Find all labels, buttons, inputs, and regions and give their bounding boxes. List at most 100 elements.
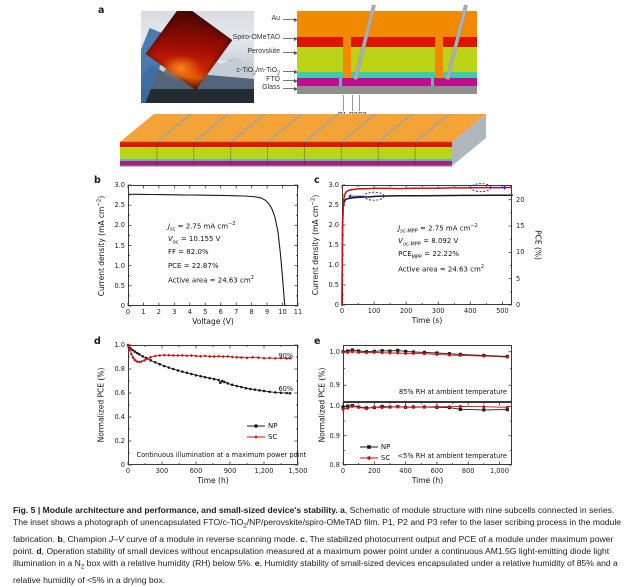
data-marker [447,405,451,409]
y-tick-label: 0.2 [114,437,126,445]
x-tick-label: 1,000 [490,467,509,475]
legend-key-SC [247,435,265,439]
y-tick-label: 0.8 [114,365,126,373]
data-marker [190,372,193,376]
chart-annotation: 90% [278,351,294,360]
chart-operational-stability: 0 300 600 900 1,200 1,500 0 0.2 0.4 0.6 0.8 1.0 Time… [97,341,308,485]
data-marker [244,386,248,390]
data-marker [258,389,261,392]
legend-entry: SC [247,432,277,443]
x-tick-label: 0 [339,307,345,315]
data-marker [251,355,255,359]
data-marker [388,405,392,409]
data-marker [176,353,180,358]
panel-c-letter: c [314,175,320,186]
data-marker [357,405,361,409]
y-tick-label: 1.0 [114,341,126,349]
data-marker [342,199,345,202]
data-marker [458,404,462,408]
y2-tick-label: 20 [516,195,525,204]
panel-a-letter: a [98,5,105,16]
y-tick-label: 0.6 [114,389,126,397]
chart-humidity-85rh: 1.0 0.9 85% RH at ambient temperature [330,345,512,402]
x-tick-label: 1 [141,308,146,316]
legend-entry: NP [359,441,390,452]
data-marker [350,404,354,408]
data-marker [217,354,221,358]
x-tick-label: 3 [172,308,177,316]
data-marker [424,187,427,190]
data-marker [505,405,509,409]
data-marker [411,194,414,197]
data-marker [254,435,258,439]
data-marker [458,407,462,411]
y2-tick-label: 5 [516,274,521,283]
chart-annotation: 60% [278,384,294,393]
layer-spiro [297,37,477,47]
data-marker [239,355,243,360]
operational-stability-canvas [126,343,299,466]
data-marker [346,350,350,354]
data-marker [137,360,141,364]
data-marker [153,360,157,364]
x-axis-label: Time (h) [197,476,229,485]
data-marker [171,353,175,358]
data-marker [138,353,141,356]
y-tick-label: 0.9 [329,381,341,390]
legend-label: SC [268,433,278,442]
series-SC [127,344,291,363]
data-marker [388,349,392,353]
y-tick-label: 0 [120,461,125,469]
x-tick-label: 800 [461,467,475,475]
y2-tick-label: 10 [516,248,525,257]
y-tick-label: 2.0 [114,221,126,230]
leader-spiro [283,36,298,41]
data-marker [372,405,376,409]
data-marker [357,350,361,354]
chart-legend: NP SC [247,421,277,443]
data-marker [346,404,350,408]
data-marker [240,385,243,389]
data-marker [505,408,509,412]
y-tick-label: 3.0 [328,181,340,189]
y-tick-label: 1.0 [329,347,341,356]
data-marker [396,348,400,352]
data-marker [380,351,384,355]
p1-callout-line [343,95,344,111]
x-tick-label: 300 [155,467,169,475]
data-marker [396,405,400,409]
legend-key-NP [247,424,265,428]
data-marker [230,355,234,359]
data-marker [350,350,354,354]
data-marker [288,391,292,395]
x-tick-label: 10 [278,308,287,316]
annotation-line: Jsc = 2.75 mA cm−2 [167,221,236,234]
data-marker [249,387,252,391]
data-marker [482,405,486,409]
data-marker [172,367,175,371]
data-marker [235,355,239,359]
chart-stabilized-output: 0 100 200 300 400 500 0 0.5 1.0 1.5 2.0 2.5 3.0 0 5 10 1… [310,181,542,325]
y-tick-label: 0.4 [114,413,126,421]
layer-glass [297,86,477,94]
p2-callout-line [352,95,353,111]
annotation-line: PCEMPP = 22.22% [398,250,460,261]
x-tick-label: 4 [187,308,192,316]
layer-fto [297,78,477,86]
data-marker [208,376,211,380]
layer-label-glass: Glass [262,84,280,91]
layer-perovskite [297,47,477,72]
data-marker [279,391,283,395]
x-tick-label: 6 [218,308,223,316]
data-marker [198,354,203,358]
y2-tick-label: 15 [516,222,525,231]
y-tick-label: 1.0 [328,261,340,269]
module-photo [141,11,254,103]
series-PCE [341,186,513,306]
x-tick-label: 900 [223,467,237,475]
data-marker [367,444,371,449]
x-tick-label: 200 [367,467,381,475]
data-marker [131,348,134,352]
annotation-line: Active area = 24.63 cm2 [398,263,485,274]
